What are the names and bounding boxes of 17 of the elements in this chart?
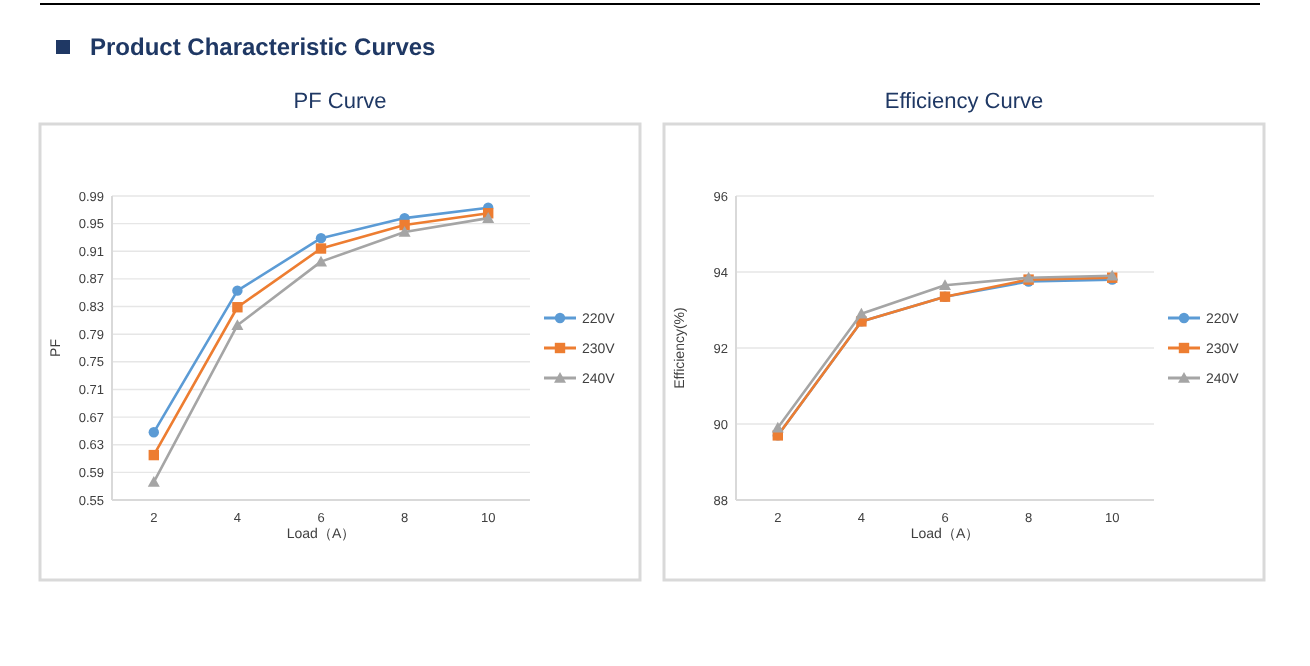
point	[232, 285, 243, 296]
point	[315, 255, 327, 267]
point	[147, 476, 160, 487]
point	[148, 449, 159, 461]
point	[855, 307, 868, 319]
text: Product Characteristic Curves	[90, 33, 437, 61]
point	[232, 302, 243, 313]
point	[771, 421, 784, 433]
point	[315, 232, 327, 244]
point	[148, 427, 159, 438]
point	[398, 225, 411, 237]
point	[315, 243, 327, 254]
point	[939, 279, 951, 291]
point	[231, 319, 244, 330]
chart-title: Efficiency Curve	[884, 90, 1044, 114]
chart-title: PF Curve	[293, 90, 387, 114]
point	[399, 219, 410, 231]
